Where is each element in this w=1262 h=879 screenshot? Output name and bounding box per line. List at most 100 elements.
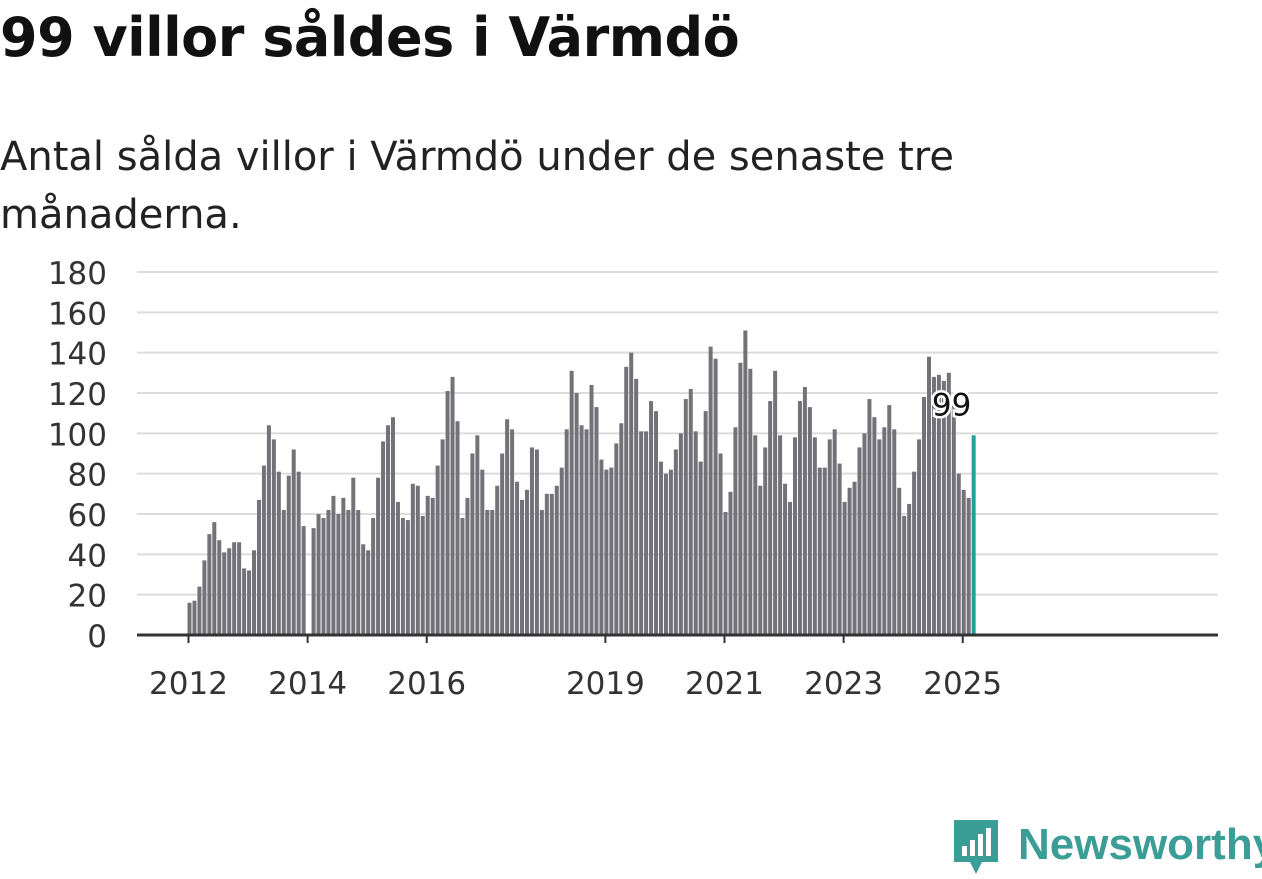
bar: [217, 540, 222, 635]
bar: [634, 378, 639, 635]
bar: [430, 497, 435, 635]
bar: [867, 399, 872, 635]
bar: [296, 471, 301, 635]
bar: [252, 550, 257, 635]
bar: [897, 487, 902, 635]
bar: [371, 518, 376, 635]
bar: [544, 493, 549, 635]
y-axis: 0 20 40 60 80 100 120 140 160 180: [48, 256, 107, 655]
bar: [688, 388, 693, 635]
bar: [326, 509, 331, 635]
bar: [723, 511, 728, 635]
bar: [673, 449, 678, 635]
chart-subtitle: Antal sålda villor i Värmdö under de sen…: [0, 134, 954, 238]
bar: [862, 433, 867, 635]
bar: [465, 497, 470, 635]
bar: [847, 487, 852, 635]
bar: [425, 495, 430, 635]
bar: [902, 516, 907, 635]
bar: [594, 407, 599, 635]
bar: [351, 477, 356, 635]
bar: [951, 399, 956, 635]
y-tick-label: 180: [48, 256, 107, 292]
bar: [202, 560, 207, 635]
bar: [505, 419, 510, 635]
bar: [663, 473, 668, 635]
bar: [559, 467, 564, 635]
bar: [698, 461, 703, 635]
bar: [316, 514, 321, 635]
y-tick-label: 0: [87, 619, 107, 655]
bar: [758, 485, 763, 635]
bar: [683, 399, 688, 635]
bar: [515, 481, 520, 635]
bar: [197, 586, 202, 635]
bar: [644, 431, 649, 635]
bar: [440, 439, 445, 635]
bar: [584, 429, 589, 635]
bar: [549, 493, 554, 635]
bar: [520, 499, 525, 635]
bar: [718, 453, 723, 635]
bar: [495, 485, 500, 635]
bar: [852, 481, 857, 635]
bar: [802, 386, 807, 635]
bar: [882, 427, 887, 635]
bar: [574, 393, 579, 635]
y-tick-label: 40: [68, 538, 107, 574]
bar: [783, 483, 788, 635]
bar: [822, 467, 827, 635]
bar: [887, 405, 892, 635]
bar: [346, 509, 351, 635]
x-tick-label: 2012: [149, 666, 228, 702]
x-tick-label: 2025: [923, 666, 1002, 702]
x-tick-label: 2023: [804, 666, 883, 702]
bar-highlight: [971, 435, 976, 635]
bar: [912, 471, 917, 635]
bar: [569, 370, 574, 635]
bar: [693, 431, 698, 635]
bar: [366, 550, 371, 635]
bar: [609, 467, 614, 635]
bar: [415, 485, 420, 635]
bar: [748, 368, 753, 635]
bar: [956, 473, 961, 635]
bar: [654, 411, 659, 635]
bar: [341, 497, 346, 635]
bar: [832, 429, 837, 635]
bar: [922, 397, 927, 635]
y-tick-label: 20: [68, 579, 107, 615]
bar: [554, 485, 559, 635]
bar: [470, 453, 475, 635]
chart-title: 99 villor såldes i Värmdö: [0, 6, 740, 69]
bar: [271, 439, 276, 635]
bar: [773, 370, 778, 635]
bar: [639, 431, 644, 635]
bar: [266, 425, 271, 635]
bar: [668, 469, 673, 635]
bar: [837, 463, 842, 635]
bar: [247, 570, 252, 635]
bar: [281, 509, 286, 635]
x-tick-label: 2019: [566, 666, 645, 702]
bar: [708, 346, 713, 635]
bar: [529, 447, 534, 635]
bar: [788, 501, 793, 635]
bar: [395, 501, 400, 635]
bar: [812, 437, 817, 635]
bar: [331, 495, 336, 635]
bar: [778, 435, 783, 635]
bar: [227, 548, 232, 635]
bar: [420, 516, 425, 635]
annotations: 99: [929, 385, 973, 426]
bar: [604, 469, 609, 635]
bar: [500, 453, 505, 635]
bar: [301, 526, 306, 635]
bar: [658, 461, 663, 635]
bar: [222, 552, 227, 635]
bar: [291, 449, 296, 635]
bar: [589, 384, 594, 635]
y-tick-label: 60: [68, 498, 107, 534]
bar: [842, 501, 847, 635]
